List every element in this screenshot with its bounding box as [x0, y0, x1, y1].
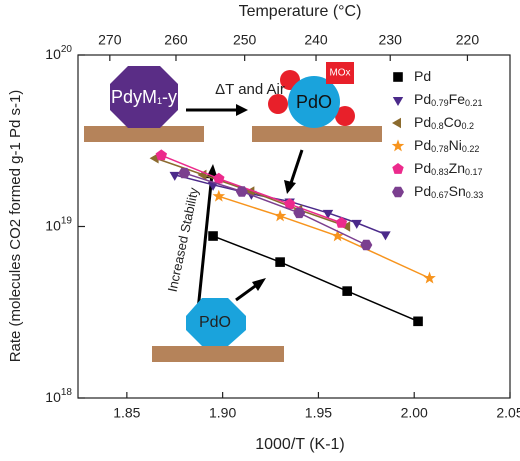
arrow: [196, 173, 214, 311]
data-point: [331, 229, 344, 242]
data-point: [322, 209, 334, 219]
arrow-head: [252, 278, 266, 291]
substrate: [84, 126, 204, 142]
annotation: PdO: [199, 314, 231, 331]
oxide: [268, 94, 288, 114]
x-tick-label: 1.95: [305, 405, 332, 421]
annotation: PdO: [296, 92, 332, 112]
legend-label: Pd: [414, 68, 431, 84]
x-tick-label: 2.00: [401, 405, 428, 421]
legend-marker: [392, 186, 404, 198]
data-point: [245, 186, 255, 197]
data-point: [208, 231, 218, 241]
x-tick-label: 2.05: [496, 405, 520, 421]
x-tick-label: 1.90: [209, 405, 236, 421]
oxide: [335, 106, 355, 126]
top-tick-label: 230: [379, 32, 403, 48]
legend-label: Pd0.67Sn0.33: [414, 183, 483, 201]
legend-marker: [392, 117, 401, 129]
data-point: [351, 219, 362, 229]
data-point: [213, 172, 225, 184]
annotation: ΔT and Air: [215, 81, 285, 98]
data-point: [380, 231, 391, 241]
data-point: [342, 286, 352, 296]
data-point: [212, 189, 226, 202]
data-point: [207, 181, 219, 191]
top-tick-label: 250: [233, 32, 257, 48]
annotation: Increased Stability: [165, 186, 202, 294]
arrow: [288, 149, 304, 187]
legend-marker: [391, 139, 405, 152]
top-tick-label: 240: [304, 32, 328, 48]
legend-marker: [392, 163, 404, 174]
legend-label: Pd0.79Fe0.21: [414, 91, 483, 109]
x-tick-label: 1.85: [113, 405, 140, 421]
pdo-particle: [288, 76, 340, 128]
x-axis-title: 1000/T (K-1): [255, 436, 345, 453]
data-point: [273, 209, 287, 222]
arrow-head: [284, 180, 296, 194]
series-line: [161, 154, 342, 224]
data-point: [283, 198, 296, 210]
legend-label: Pd0.83Zn0.17: [414, 160, 483, 178]
data-point: [178, 167, 191, 179]
annotation: PdyM1-y: [111, 87, 177, 107]
y-tick-label: 1019: [45, 215, 72, 233]
data-point: [275, 257, 285, 267]
data-point: [360, 239, 373, 251]
data-point: [335, 216, 348, 228]
arrow-head: [236, 104, 248, 116]
particle: [110, 66, 178, 128]
pdo-particle: [186, 298, 246, 346]
top-tick-label: 220: [456, 32, 480, 48]
data-point: [423, 271, 436, 284]
top-tick-label: 260: [164, 32, 188, 48]
series-line: [184, 172, 367, 246]
oxide: [326, 62, 354, 84]
substrate: [152, 346, 284, 362]
substrate: [252, 126, 382, 142]
series-line: [218, 195, 430, 279]
y-tick-label: 1020: [45, 44, 72, 62]
data-point: [169, 171, 180, 181]
y-tick-label: 1018: [45, 387, 72, 405]
series-line: [212, 235, 419, 323]
annotation: MOx: [329, 68, 350, 79]
legend-marker: [392, 97, 404, 106]
data-point: [235, 186, 248, 197]
top-tick-label: 270: [98, 32, 122, 48]
data-point: [413, 316, 423, 327]
data-point: [341, 221, 351, 232]
legend-label: Pd0.78Ni0.22: [414, 137, 479, 155]
data-point: [293, 207, 306, 219]
legend-marker: [393, 72, 403, 82]
y-axis-title: Rate (molecules CO2 formed g-1 Pd s-1): [7, 90, 24, 363]
top-axis-title: Temperature (°C): [239, 3, 362, 20]
legend-label: Pd0.8Co0.2: [414, 114, 474, 132]
arrow: [235, 282, 259, 302]
data-point: [155, 149, 168, 161]
